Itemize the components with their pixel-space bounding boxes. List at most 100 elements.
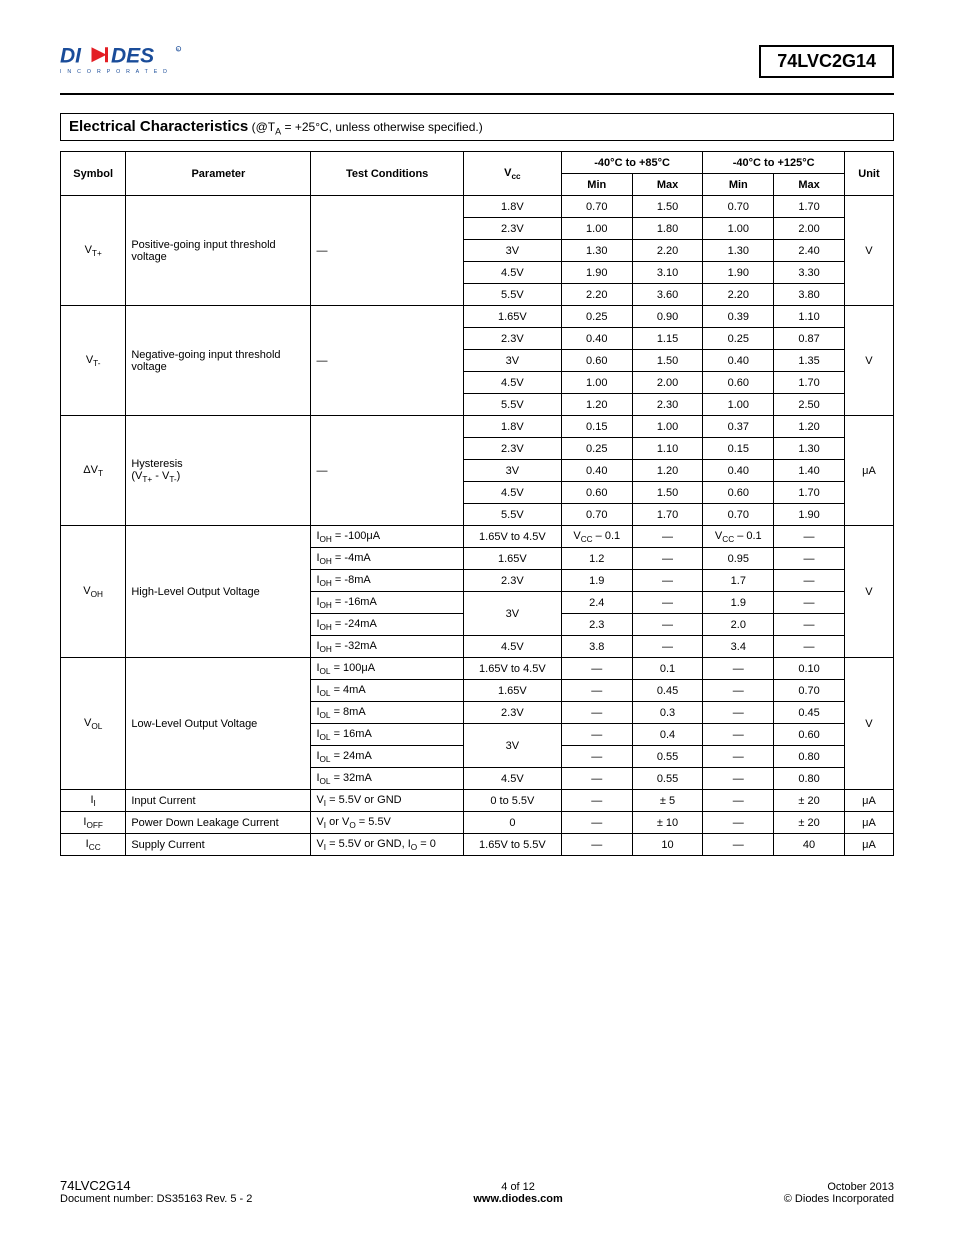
cell-vcc: 3V [463,350,561,372]
table-row: VT+Positive-going input threshold voltag… [61,196,894,218]
cell-min2: — [703,790,774,812]
cell-test-conditions: IOH = -32mA [311,636,463,658]
cell-parameter: Power Down Leakage Current [126,812,311,834]
cell-min2: 1.30 [703,240,774,262]
cell-min1: 0.70 [561,196,632,218]
cell-test-conditions: IOL = 32mA [311,768,463,790]
cell-min1: 3.8 [561,636,632,658]
cell-max2: 1.20 [774,416,845,438]
part-number: 74LVC2G14 [759,45,894,78]
cell-vcc: 4.5V [463,372,561,394]
cell-test-conditions: — [311,196,463,306]
cell-min1: 1.2 [561,548,632,570]
cell-max1: 3.10 [632,262,703,284]
cell-max2: — [774,548,845,570]
cell-max1: 0.1 [632,658,703,680]
cell-max1: ± 5 [632,790,703,812]
cell-min2: 0.40 [703,350,774,372]
cell-min1: 0.25 [561,306,632,328]
cell-min2: 0.70 [703,504,774,526]
cell-vcc: 1.65V [463,680,561,702]
cell-max2: 40 [774,834,845,856]
table-row: VT-Negative-going input threshold voltag… [61,306,894,328]
footer-right: October 2013 © Diodes Incorporated [784,1181,894,1205]
svg-text:DES: DES [111,44,154,67]
cell-max1: 0.3 [632,702,703,724]
cell-min1: 2.3 [561,614,632,636]
cell-test-conditions: IOH = -16mA [311,592,463,614]
cell-min1: — [561,658,632,680]
cell-vcc: 2.3V [463,702,561,724]
cell-max2: — [774,570,845,592]
cell-max1: 1.50 [632,350,703,372]
footer-url: www.diodes.com [473,1193,562,1205]
cell-min1: — [561,768,632,790]
cell-min1: 0.40 [561,328,632,350]
cell-min1: 1.9 [561,570,632,592]
cell-min2: — [703,680,774,702]
cell-test-conditions: — [311,416,463,526]
cell-vcc: 3V [463,724,561,768]
cell-min2: — [703,702,774,724]
cell-parameter: Low-Level Output Voltage [126,658,311,790]
cell-vcc: 4.5V [463,768,561,790]
cell-max2: 1.70 [774,482,845,504]
cell-max2: 1.70 [774,196,845,218]
cell-min1: 2.4 [561,592,632,614]
cell-min1: 0.60 [561,482,632,504]
th-range2: -40°C to +125°C [703,152,845,174]
cell-min2: 1.00 [703,218,774,240]
cell-max1: 0.90 [632,306,703,328]
cell-symbol: II [61,790,126,812]
cell-max1: 2.00 [632,372,703,394]
footer-part: 74LVC2G14 [60,1178,252,1193]
footer-date: October 2013 [784,1181,894,1193]
cell-test-conditions: IOL = 16mA [311,724,463,746]
cell-unit: μA [844,790,893,812]
cell-max1: 1.10 [632,438,703,460]
cell-vcc: 4.5V [463,262,561,284]
table-row: ΔVTHysteresis(VT+ - VT-)—1.8V0.151.000.3… [61,416,894,438]
cell-min1: 1.20 [561,394,632,416]
cell-min1: 0.15 [561,416,632,438]
table-row: IIInput CurrentVI = 5.5V or GND0 to 5.5V… [61,790,894,812]
diodes-logo-icon: DI DES R I N C O R P O R A T E D [60,40,210,80]
table-row: VOHHigh-Level Output VoltageIOH = -100μA… [61,526,894,548]
cell-max2: 0.60 [774,724,845,746]
cell-max2: — [774,526,845,548]
cell-vcc: 2.3V [463,570,561,592]
cell-symbol: ΔVT [61,416,126,526]
cell-min2: — [703,724,774,746]
cell-unit: V [844,526,893,658]
cell-test-conditions: — [311,306,463,416]
th-range1: -40°C to +85°C [561,152,703,174]
cell-test-conditions: IOL = 4mA [311,680,463,702]
cell-parameter: Negative-going input threshold voltage [126,306,311,416]
cell-min1: 1.90 [561,262,632,284]
cell-max2: 3.30 [774,262,845,284]
cell-min2: — [703,658,774,680]
cell-min2: 1.7 [703,570,774,592]
cell-max2: 1.90 [774,504,845,526]
cell-min1: — [561,680,632,702]
footer-copy: © Diodes Incorporated [784,1193,894,1205]
cell-vcc: 1.65V to 5.5V [463,834,561,856]
cell-symbol: VOL [61,658,126,790]
th-parameter: Parameter [126,152,311,196]
cell-vcc: 3V [463,240,561,262]
cell-max1: 1.50 [632,482,703,504]
cell-max1: 1.15 [632,328,703,350]
cell-max2: — [774,614,845,636]
cell-vcc: 1.65V [463,548,561,570]
table-row: ICCSupply CurrentVI = 5.5V or GND, IO = … [61,834,894,856]
cell-min1: VCC – 0.1 [561,526,632,548]
cell-min2: — [703,746,774,768]
cell-vcc: 4.5V [463,482,561,504]
cell-min1: 2.20 [561,284,632,306]
cell-vcc: 5.5V [463,284,561,306]
svg-text:I N C O R P O R A T E D: I N C O R P O R A T E D [60,69,169,75]
cell-max1: 0.55 [632,746,703,768]
cell-test-conditions: IOH = -24mA [311,614,463,636]
cell-test-conditions: IOH = -100μA [311,526,463,548]
th-test-conditions: Test Conditions [311,152,463,196]
